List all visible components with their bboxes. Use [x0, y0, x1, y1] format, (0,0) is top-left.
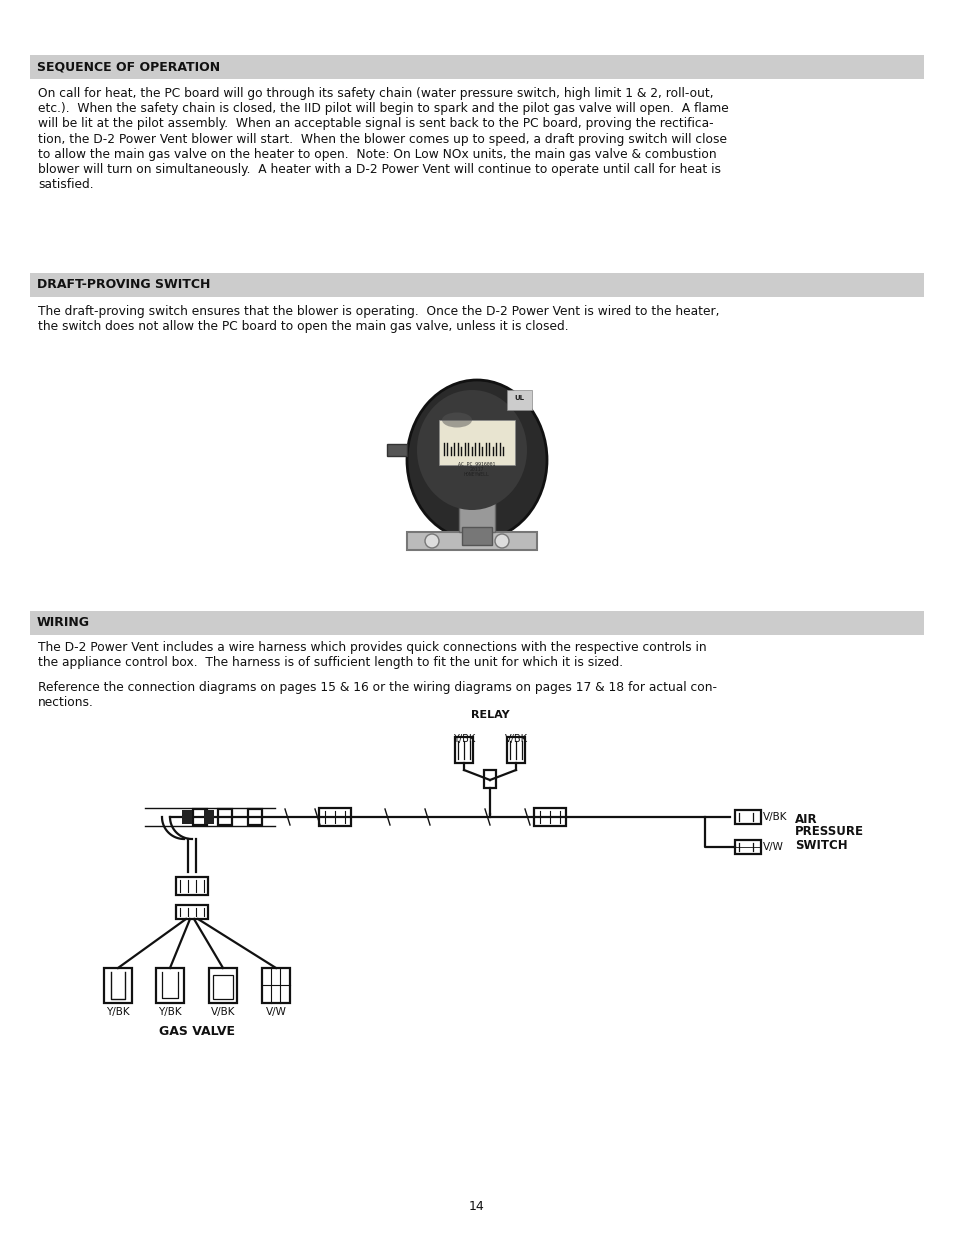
Bar — [458, 501, 495, 532]
Text: AIR: AIR — [794, 813, 817, 826]
Bar — [213, 974, 233, 999]
Text: satisfied.: satisfied. — [38, 178, 93, 191]
Text: HONEYWELL: HONEYWELL — [463, 472, 490, 477]
Bar — [175, 877, 208, 895]
Text: etc.).  When the safety chain is closed, the IID pilot will begin to spark and t: etc.). When the safety chain is closed, … — [38, 103, 728, 115]
Bar — [104, 968, 132, 1003]
Text: RELAY: RELAY — [470, 710, 509, 720]
Text: V/BK: V/BK — [504, 734, 527, 743]
Bar — [734, 810, 760, 824]
Bar — [387, 445, 407, 456]
Bar — [248, 809, 262, 825]
Text: blower will turn on simultaneously.  A heater with a D-2 Power Vent will continu: blower will turn on simultaneously. A he… — [38, 163, 720, 177]
Text: 20117: 20117 — [469, 467, 484, 472]
Bar — [534, 808, 565, 826]
Text: DRAFT-PROVING SWITCH: DRAFT-PROVING SWITCH — [37, 279, 211, 291]
Text: AC PC 9916001: AC PC 9916001 — [457, 462, 496, 467]
Ellipse shape — [407, 380, 546, 540]
Text: SWITCH: SWITCH — [794, 839, 846, 852]
Bar — [407, 532, 537, 550]
Bar — [318, 808, 351, 826]
Text: WIRING: WIRING — [37, 616, 90, 630]
Text: Y/BK: Y/BK — [106, 1007, 130, 1016]
Bar — [30, 56, 923, 79]
Bar — [156, 968, 184, 1003]
Text: tion, the D-2 Power Vent blower will start.  When the blower comes up to speed, : tion, the D-2 Power Vent blower will sta… — [38, 132, 726, 146]
Bar — [262, 968, 290, 1003]
Text: the switch does not allow the PC board to open the main gas valve, unless it is : the switch does not allow the PC board t… — [38, 320, 568, 333]
Bar — [438, 420, 515, 466]
Bar — [204, 810, 213, 824]
Ellipse shape — [416, 390, 526, 510]
Bar — [209, 968, 236, 1003]
Bar — [30, 611, 923, 635]
Text: Reference the connection diagrams on pages 15 & 16 or the wiring diagrams on pag: Reference the connection diagrams on pag… — [38, 680, 717, 694]
Text: Y/BK: Y/BK — [158, 1007, 182, 1016]
Circle shape — [495, 534, 509, 548]
Bar — [30, 273, 923, 296]
Text: Y/BK: Y/BK — [453, 734, 475, 743]
Bar — [506, 390, 532, 410]
Bar — [506, 737, 524, 763]
Text: nections.: nections. — [38, 697, 93, 709]
Bar — [461, 527, 492, 545]
Bar — [175, 905, 208, 919]
Text: V/W: V/W — [265, 1007, 286, 1016]
Bar — [182, 810, 192, 824]
Text: The draft-proving switch ensures that the blower is operating.  Once the D-2 Pow: The draft-proving switch ensures that th… — [38, 305, 719, 317]
Bar — [193, 809, 207, 825]
Text: UL: UL — [514, 395, 523, 401]
Text: On call for heat, the PC board will go through its safety chain (water pressure : On call for heat, the PC board will go t… — [38, 86, 713, 100]
Text: to allow the main gas valve on the heater to open.  Note: On Low NOx units, the : to allow the main gas valve on the heate… — [38, 148, 716, 161]
Text: The D-2 Power Vent includes a wire harness which provides quick connections with: The D-2 Power Vent includes a wire harne… — [38, 641, 706, 655]
Text: V/BK: V/BK — [211, 1007, 235, 1016]
Text: V/W: V/W — [762, 842, 783, 852]
Text: V/BK: V/BK — [762, 811, 786, 823]
Ellipse shape — [441, 412, 472, 427]
Text: PRESSURE: PRESSURE — [794, 825, 863, 839]
Text: 14: 14 — [469, 1200, 484, 1213]
Text: SEQUENCE OF OPERATION: SEQUENCE OF OPERATION — [37, 61, 220, 74]
Text: will be lit at the pilot assembly.  When an acceptable signal is sent back to th: will be lit at the pilot assembly. When … — [38, 117, 713, 131]
Text: the appliance control box.  The harness is of sufficient length to fit the unit : the appliance control box. The harness i… — [38, 656, 622, 669]
Bar — [483, 769, 496, 788]
Text: GAS VALVE: GAS VALVE — [159, 1025, 234, 1037]
Bar — [455, 737, 473, 763]
Circle shape — [424, 534, 438, 548]
Bar — [218, 809, 232, 825]
Bar — [734, 840, 760, 853]
